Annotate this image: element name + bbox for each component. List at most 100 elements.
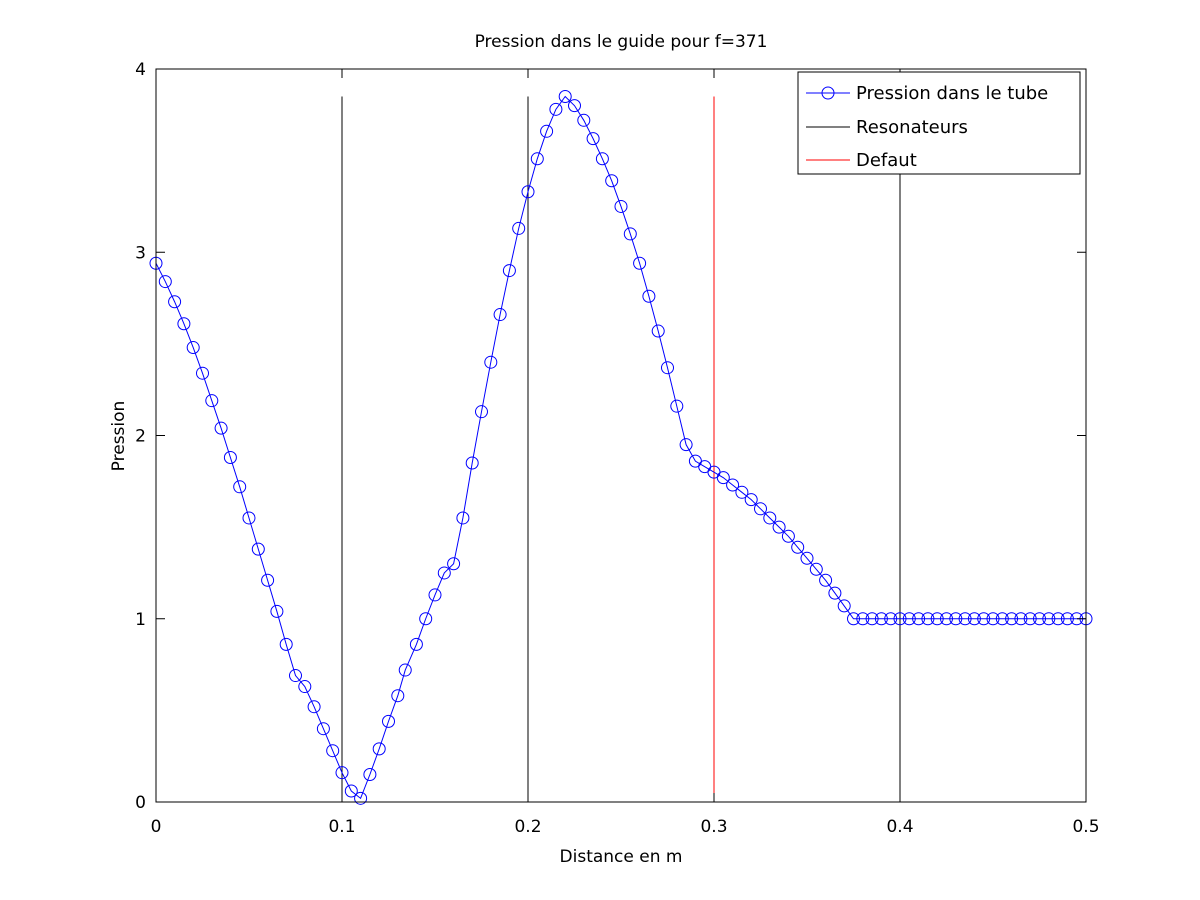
data-point (261, 573, 275, 587)
data-point (912, 612, 926, 626)
data-point (586, 132, 600, 146)
legend-marker-circle (821, 86, 835, 100)
data-point (233, 480, 247, 494)
y-tick-label: 1 (135, 610, 146, 630)
data-point (465, 456, 479, 470)
y-tick-label: 0 (135, 793, 146, 813)
data-point (251, 542, 265, 556)
x-tick-label: 0.1 (328, 817, 355, 837)
x-tick-label: 0.4 (886, 817, 913, 837)
data-point (744, 493, 758, 507)
data-point (382, 714, 395, 728)
data-point (242, 511, 256, 525)
legend-label-defect: Defaut (856, 150, 917, 171)
data-point (398, 663, 412, 677)
data-point (447, 557, 461, 571)
data-point (493, 308, 507, 322)
data-point (1042, 612, 1056, 626)
x-tick-label: 0 (151, 817, 162, 837)
resonator-lines (341, 96, 1087, 802)
data-point (558, 89, 572, 103)
data-point (270, 604, 284, 618)
x-axis-title: Distance en m (560, 847, 683, 867)
data-point (930, 612, 944, 626)
data-point (577, 113, 591, 127)
data-point (623, 227, 637, 241)
data-point (977, 612, 991, 626)
data-point (809, 562, 823, 576)
data-point (679, 438, 693, 452)
data-point (335, 766, 349, 780)
legend: Pression dans le tube Resonateurs Defaut (797, 71, 1081, 175)
data-point (781, 529, 795, 543)
data-point (186, 341, 200, 355)
data-point (391, 689, 405, 703)
data-point (837, 599, 851, 613)
data-point (884, 612, 898, 626)
data-point (307, 700, 321, 714)
x-tick-label: 0.2 (514, 817, 541, 837)
data-point (800, 551, 814, 565)
legend-label-pressure: Pression dans le tube (856, 83, 1048, 104)
data-point (223, 450, 237, 464)
data-point (428, 588, 442, 602)
data-point (456, 511, 470, 525)
data-point (316, 722, 330, 736)
data-point (409, 637, 423, 651)
data-point (372, 742, 386, 756)
data-point (298, 680, 312, 694)
data-point (205, 394, 219, 408)
pressure-series (149, 89, 1093, 805)
data-point (540, 124, 554, 138)
data-point (856, 612, 870, 626)
legend-label-resonators: Resonateurs (856, 117, 968, 138)
data-point (326, 744, 340, 758)
data-point (633, 256, 647, 270)
data-point (940, 612, 953, 626)
data-point (354, 791, 368, 805)
data-point (772, 520, 786, 534)
data-point (1014, 612, 1028, 626)
data-point (995, 612, 1009, 626)
data-point (289, 669, 302, 683)
y-tick-label: 3 (135, 243, 146, 263)
data-point (419, 612, 433, 626)
data-point (1051, 612, 1065, 626)
data-point (902, 612, 916, 626)
data-point (754, 502, 767, 516)
data-point (828, 586, 842, 600)
data-point (344, 784, 358, 798)
data-point (661, 361, 674, 375)
data-point (279, 637, 293, 651)
data-point (196, 366, 209, 380)
data-point (735, 485, 749, 499)
data-point (642, 289, 656, 303)
data-point (568, 99, 581, 113)
y-tick-label: 4 (135, 60, 146, 80)
data-point (874, 612, 888, 626)
data-point (177, 317, 191, 331)
data-point (158, 275, 172, 289)
data-point (595, 152, 609, 166)
data-point (716, 471, 730, 485)
data-point (651, 324, 665, 338)
data-point (512, 221, 526, 235)
data-point (967, 612, 981, 626)
data-point (949, 612, 963, 626)
data-point (670, 399, 684, 413)
data-point (726, 478, 740, 492)
data-point (614, 199, 628, 213)
data-point (819, 573, 833, 587)
axis-ticks: 0 0.1 0.2 0.3 0.4 0.5 0 1 2 3 4 (135, 60, 1099, 837)
data-point (214, 421, 228, 435)
data-point (437, 566, 451, 580)
legend-box (797, 71, 1081, 175)
x-tick-label: 0.5 (1072, 817, 1099, 837)
y-tick-label: 2 (135, 427, 146, 447)
data-point (168, 295, 182, 309)
plot-area (156, 69, 1086, 802)
data-point (530, 152, 544, 166)
data-point (791, 540, 805, 554)
data-point (605, 174, 619, 188)
